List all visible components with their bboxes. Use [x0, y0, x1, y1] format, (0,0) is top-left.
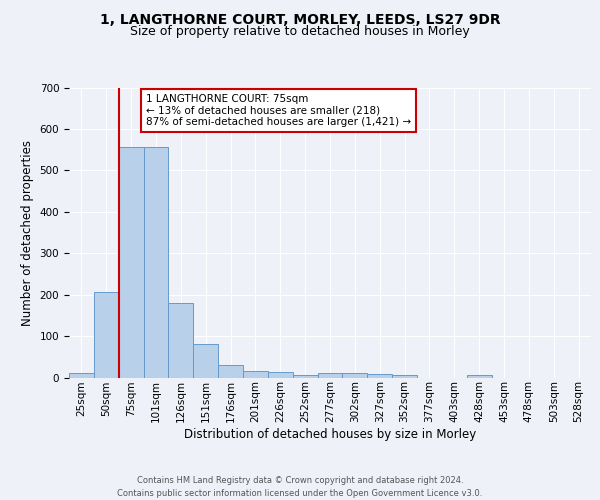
Text: Contains public sector information licensed under the Open Government Licence v3: Contains public sector information licen… [118, 489, 482, 498]
Bar [143, 146, 169, 378]
Text: 1, LANGTHORNE COURT, MORLEY, LEEDS, LS27 9DR: 1, LANGTHORNE COURT, MORLEY, LEEDS, LS27… [100, 12, 500, 26]
Bar [94, 292, 119, 378]
Bar [317, 374, 343, 378]
Bar [193, 344, 218, 378]
Bar [218, 365, 243, 378]
Bar [367, 374, 392, 378]
Bar [69, 372, 94, 378]
Bar [293, 375, 317, 378]
Text: 1 LANGTHORNE COURT: 75sqm
← 13% of detached houses are smaller (218)
87% of semi: 1 LANGTHORNE COURT: 75sqm ← 13% of detac… [146, 94, 411, 127]
Bar [392, 376, 417, 378]
Bar [343, 374, 367, 378]
Text: Size of property relative to detached houses in Morley: Size of property relative to detached ho… [130, 25, 470, 38]
Bar [243, 372, 268, 378]
Bar [268, 372, 293, 378]
X-axis label: Distribution of detached houses by size in Morley: Distribution of detached houses by size … [184, 428, 476, 441]
Bar [467, 376, 491, 378]
Y-axis label: Number of detached properties: Number of detached properties [21, 140, 34, 326]
Bar [169, 303, 193, 378]
Text: Contains HM Land Registry data © Crown copyright and database right 2024.: Contains HM Land Registry data © Crown c… [137, 476, 463, 485]
Bar [119, 146, 143, 378]
